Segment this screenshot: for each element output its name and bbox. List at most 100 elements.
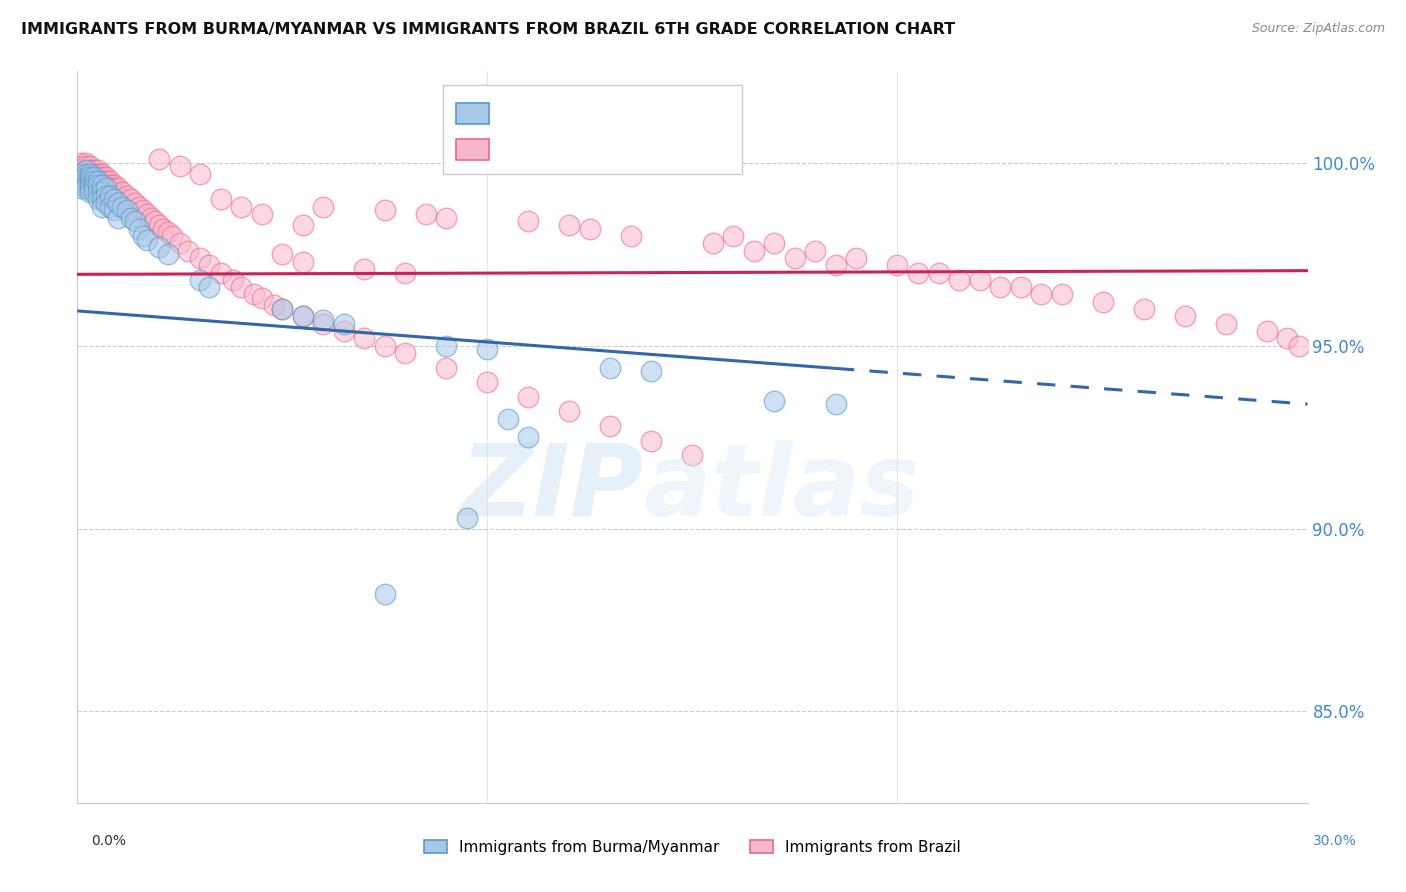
Point (620, 229, 643, 244)
Point (702, 236, 724, 251)
Point (83, 167, 105, 181)
Point (79, 174, 101, 188)
Point (477, 343, 499, 357)
Point (75, 160, 97, 174)
Text: N=: N= (605, 104, 636, 119)
Point (79, 170, 101, 185)
Text: 30.0%: 30.0% (1313, 834, 1357, 848)
Point (291, 254, 314, 268)
Point (291, 310, 314, 324)
Point (75, 156, 97, 170)
Point (103, 203, 125, 218)
Point (197, 258, 219, 272)
Point (169, 236, 191, 251)
Text: R =: R = (499, 104, 534, 119)
Point (70, 167, 93, 181)
Point (948, 273, 970, 287)
Point (558, 404, 581, 418)
Point (436, 339, 458, 353)
Point (107, 196, 129, 211)
Point (141, 211, 163, 225)
Point (188, 251, 212, 265)
Point (103, 185, 125, 199)
Point (90, 178, 114, 192)
Point (79, 170, 101, 185)
Point (132, 203, 155, 218)
Point (496, 412, 519, 426)
Text: IMMIGRANTS FROM BURMA/MYANMAR VS IMMIGRANTS FROM BRAZIL 6TH GRADE CORRELATION CH: IMMIGRANTS FROM BURMA/MYANMAR VS IMMIGRA… (21, 22, 955, 37)
Point (291, 310, 314, 324)
Point (825, 397, 848, 411)
Point (152, 221, 174, 235)
Point (231, 280, 253, 294)
Point (94, 174, 117, 188)
Point (1288, 339, 1310, 353)
Point (456, 510, 478, 524)
Point (79, 167, 101, 181)
Point (90, 181, 114, 195)
Point (969, 273, 991, 287)
Point (1010, 280, 1032, 294)
Point (83, 178, 105, 192)
Point (1050, 287, 1073, 301)
Point (87, 174, 110, 188)
Point (374, 203, 396, 218)
Point (394, 346, 416, 360)
Point (148, 152, 170, 166)
Point (115, 188, 138, 202)
Point (83, 174, 105, 188)
Point (79, 181, 101, 195)
Point (98, 174, 121, 188)
Point (70, 156, 93, 170)
Point (70, 167, 93, 181)
Point (107, 181, 129, 195)
Point (1275, 331, 1298, 345)
Point (886, 258, 908, 272)
Point (209, 193, 232, 207)
Point (1091, 294, 1114, 309)
Point (103, 181, 125, 195)
Point (83, 185, 105, 199)
Point (436, 360, 458, 375)
Point (333, 317, 356, 331)
Point (271, 302, 294, 317)
Point (1256, 324, 1278, 338)
Point (90, 174, 114, 188)
Point (75, 167, 97, 181)
Point (103, 178, 125, 192)
Point (103, 193, 125, 207)
Point (250, 207, 273, 221)
Point (271, 247, 294, 261)
Point (353, 331, 375, 345)
Point (90, 170, 114, 185)
Point (436, 211, 458, 225)
Point (156, 247, 179, 261)
Text: Source: ZipAtlas.com: Source: ZipAtlas.com (1251, 22, 1385, 36)
Point (111, 200, 134, 214)
Text: 0.0%: 0.0% (91, 834, 127, 848)
Point (98, 181, 121, 195)
Point (75, 174, 97, 188)
Point (79, 163, 101, 178)
Point (94, 178, 117, 192)
Point (87, 170, 110, 185)
Point (75, 178, 97, 192)
Point (742, 244, 765, 258)
Point (75, 170, 97, 185)
Point (988, 280, 1011, 294)
Point (394, 266, 416, 280)
Point (312, 313, 335, 327)
Point (115, 203, 138, 218)
Point (87, 185, 110, 199)
Point (517, 214, 540, 228)
Point (132, 229, 155, 244)
Point (98, 188, 121, 202)
Point (723, 229, 745, 244)
Point (374, 339, 396, 353)
Point (599, 419, 621, 434)
Point (107, 188, 129, 202)
Point (75, 163, 97, 178)
Text: -0.089: -0.089 (538, 104, 596, 119)
Point (928, 266, 950, 280)
Point (640, 434, 662, 448)
